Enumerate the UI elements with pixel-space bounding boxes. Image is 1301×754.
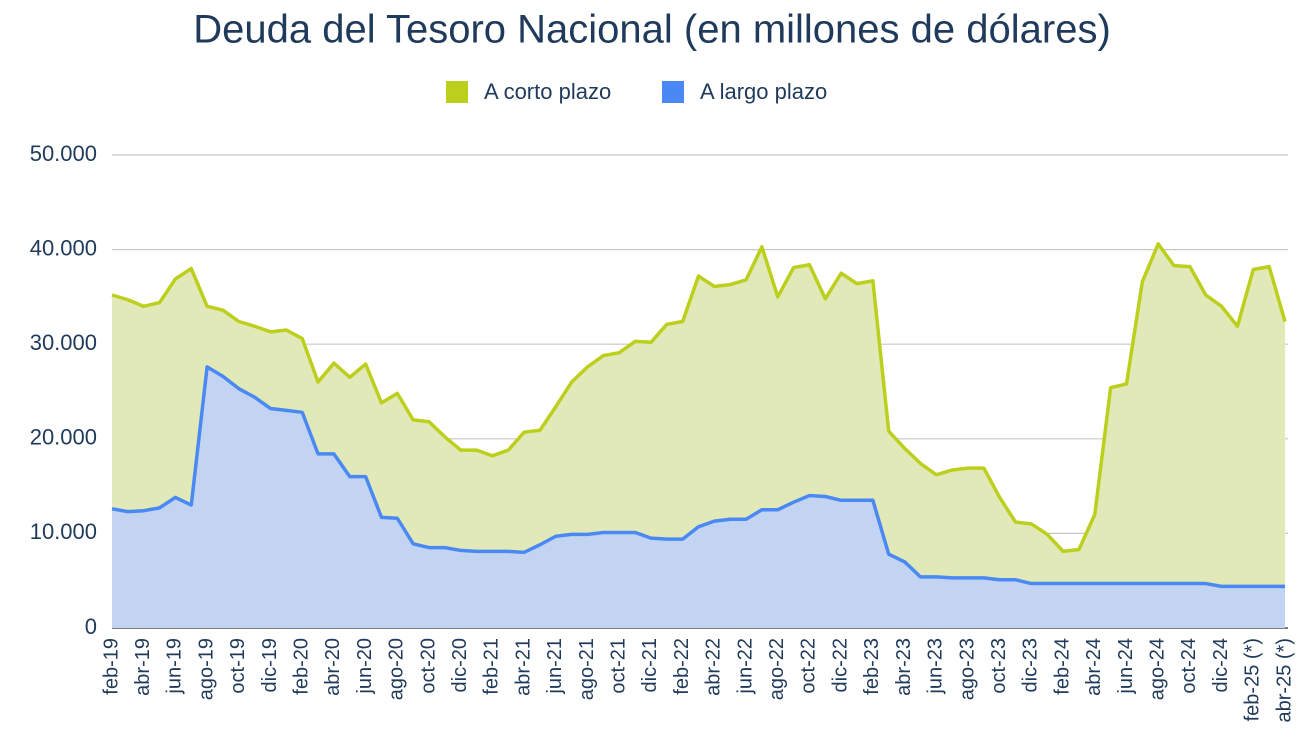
areas	[111, 242, 1287, 628]
x-tick-label: oct-20	[417, 638, 439, 694]
x-tick-label: feb-22	[671, 638, 693, 695]
line	[111, 365, 1285, 589]
x-tick-label: abr-25 (*)	[1273, 638, 1295, 722]
x-tick-label: jun-24	[1115, 638, 1137, 695]
x-tick-label: dic-24	[1210, 638, 1232, 692]
x-tick-label: abr-19	[132, 638, 154, 696]
x-tick-label: ago-20	[386, 638, 408, 700]
x-tick-label: feb-21	[481, 638, 503, 695]
area	[112, 366, 1285, 628]
chart-title: Deuda del Tesoro Nacional (en millones d…	[193, 8, 1111, 52]
x-tick-label: ago-19	[195, 638, 217, 700]
x-tick-label: oct-24	[1178, 638, 1200, 694]
x-tick-label: dic-20	[449, 638, 471, 692]
x-tick-label: jun-19	[164, 638, 186, 695]
x-tick-label: feb-19	[100, 638, 122, 695]
x-tick-label: abr-24	[1083, 638, 1105, 696]
x-tick-label: feb-20	[290, 638, 312, 695]
y-tick-label: 40.000	[30, 235, 97, 260]
x-tick-label: dic-21	[639, 638, 661, 692]
area	[112, 243, 1285, 587]
x-tick-label: ago-21	[576, 638, 598, 700]
x-tick-label: abr-22	[703, 638, 725, 696]
x-tick-label: ago-22	[766, 638, 788, 700]
x-tick-label: abr-21	[512, 638, 534, 696]
x-tick-label: oct-19	[227, 638, 249, 694]
y-tick-label: 20.000	[30, 425, 97, 450]
x-tick-label: jun-22	[734, 638, 756, 695]
x-tick-label: ago-23	[956, 638, 978, 700]
labels: 0 10.000 20.000 30.000 40.000 50.000 feb-19 abr…	[30, 141, 1296, 723]
x-tick-label: feb-25 (*)	[1242, 638, 1264, 721]
line	[111, 242, 1287, 554]
x-tick-label: ago-24	[1146, 638, 1168, 700]
legend-swatch	[446, 81, 468, 103]
x-tick-label: oct-22	[798, 638, 820, 694]
x-tick-label: abr-23	[893, 638, 915, 696]
x-tick-label: oct-21	[608, 638, 630, 694]
x-tick-label: jun-21	[544, 638, 566, 695]
x-tick-label: dic-22	[829, 638, 851, 692]
x-tick-label: jun-23	[925, 638, 947, 695]
y-tick-label: 10.000	[30, 519, 97, 544]
y-tick-label: 30.000	[30, 330, 97, 355]
x-tick-label: feb-24	[1051, 638, 1073, 695]
x-tick-label: abr-20	[322, 638, 344, 696]
legend: A corto plazo A largo plazo	[446, 79, 827, 104]
x-tick-label: jun-20	[354, 638, 376, 695]
x-tick-label: oct-23	[988, 638, 1010, 694]
legend-label: A largo plazo	[700, 79, 827, 104]
x-tick-label: dic-23	[1020, 638, 1042, 692]
legend-swatch	[662, 81, 684, 103]
legend-label: A corto plazo	[484, 79, 611, 104]
x-tick-label: dic-19	[259, 638, 281, 692]
y-tick-label: 0	[85, 614, 97, 639]
y-tick-label: 50.000	[30, 141, 97, 166]
x-tick-label: feb-23	[861, 638, 883, 695]
